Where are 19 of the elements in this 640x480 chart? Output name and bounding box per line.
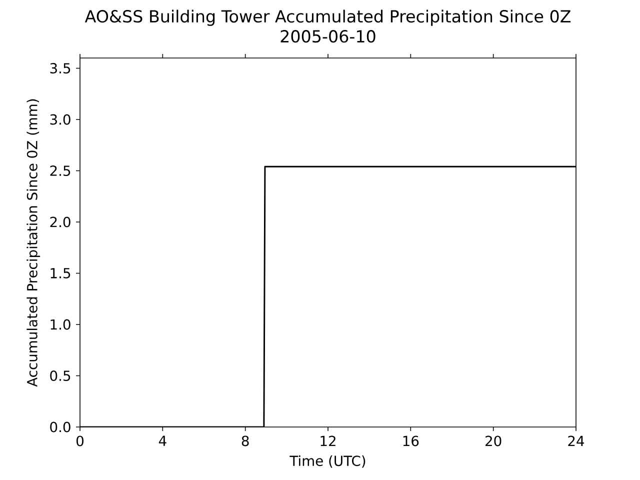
x-tick-label: 8 <box>242 436 249 446</box>
y-tick-label: 3.0 <box>50 114 70 125</box>
y-tick-label: 0.0 <box>50 422 70 432</box>
chart-subtitle: 2005-06-10 <box>280 30 376 43</box>
y-axis-title: Accumulated Precipitation Since 0Z (mm) <box>26 99 40 387</box>
y-tick-label: 2.5 <box>50 166 70 176</box>
chart-title: AO&SS Building Tower Accumulated Precipitation Since 0Z <box>84 10 571 26</box>
y-tick-label: 2.0 <box>50 216 70 228</box>
x-tick-label: 16 <box>403 436 419 446</box>
y-tick-label: 0.5 <box>50 370 70 381</box>
y-tick-label: 1.5 <box>50 268 70 278</box>
x-tick-label: 12 <box>320 436 336 446</box>
x-tick-label: 24 <box>568 436 584 446</box>
x-axis-title: Time (UTC) <box>290 455 366 468</box>
y-tick-label: 3.5 <box>50 63 70 74</box>
y-tick-label: 1.0 <box>50 319 70 330</box>
x-tick-label: 4 <box>158 436 166 446</box>
x-tick-label: 0 <box>76 436 84 446</box>
x-tick-label: 20 <box>486 436 502 446</box>
